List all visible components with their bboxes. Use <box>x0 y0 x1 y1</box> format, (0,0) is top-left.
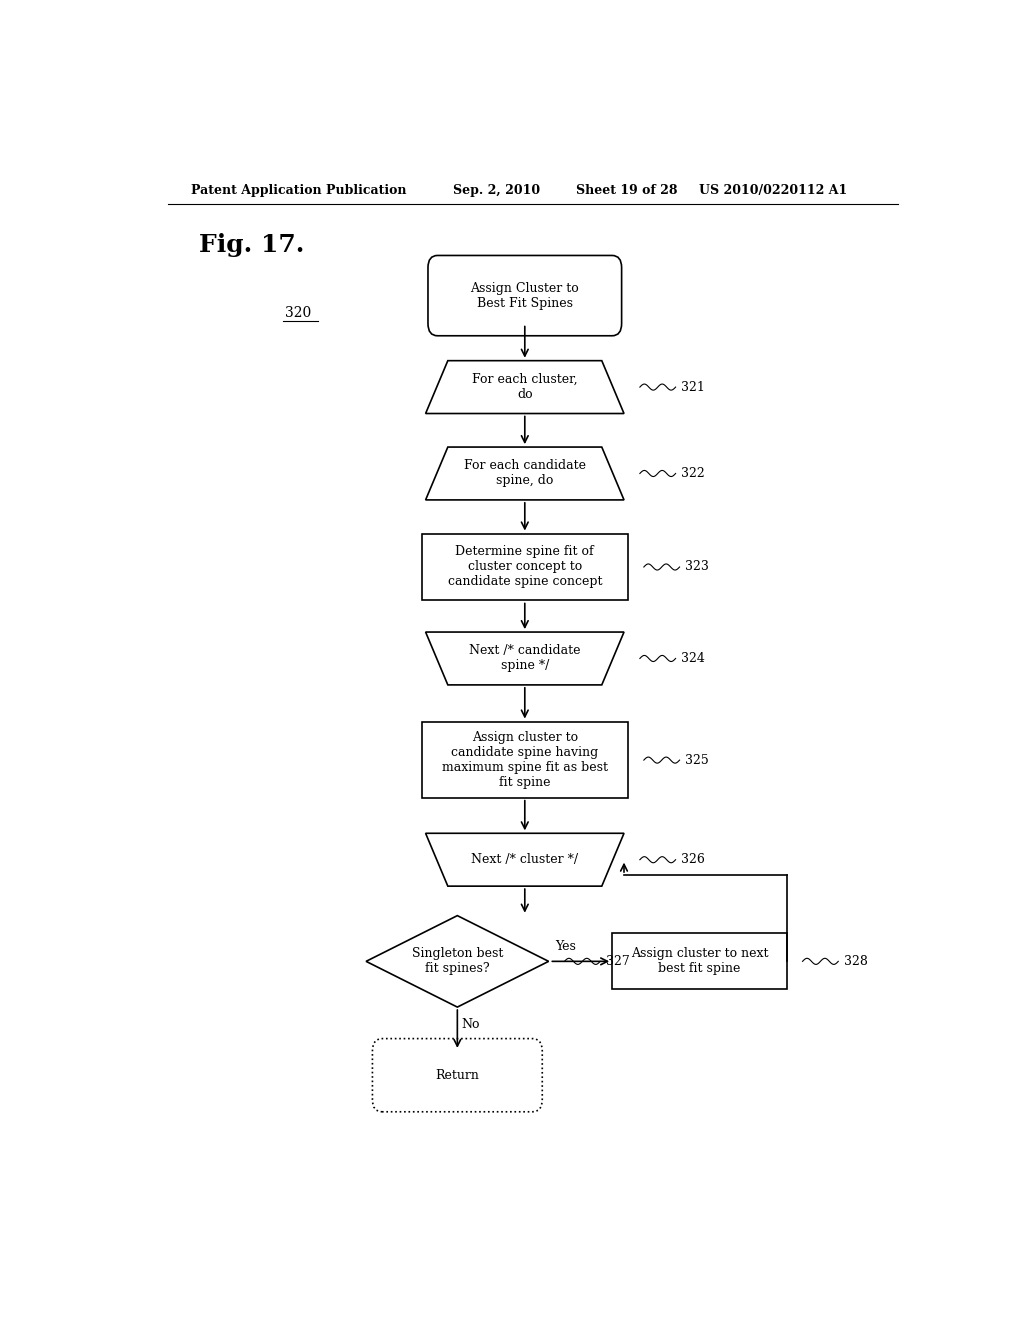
Polygon shape <box>426 632 624 685</box>
Bar <box>422 722 628 799</box>
Text: Assign cluster to
candidate spine having
maximum spine fit as best
fit spine: Assign cluster to candidate spine having… <box>441 731 608 789</box>
Text: 325: 325 <box>685 754 709 767</box>
Bar <box>422 535 628 601</box>
Text: Assign cluster to next
best fit spine: Assign cluster to next best fit spine <box>631 948 768 975</box>
Text: Next /* cluster */: Next /* cluster */ <box>471 853 579 866</box>
Text: Yes: Yes <box>555 940 575 953</box>
Polygon shape <box>426 447 624 500</box>
Text: 326: 326 <box>681 853 705 866</box>
Text: Sheet 19 of 28: Sheet 19 of 28 <box>577 185 678 198</box>
Polygon shape <box>426 833 624 886</box>
Text: 327: 327 <box>606 954 630 968</box>
Text: Return: Return <box>435 1069 479 1081</box>
Text: Sep. 2, 2010: Sep. 2, 2010 <box>454 185 541 198</box>
Text: US 2010/0220112 A1: US 2010/0220112 A1 <box>699 185 848 198</box>
Text: 322: 322 <box>681 467 705 480</box>
Text: For each candidate
spine, do: For each candidate spine, do <box>464 459 586 487</box>
Polygon shape <box>367 916 549 1007</box>
Text: 320: 320 <box>286 306 311 319</box>
Text: 328: 328 <box>844 954 867 968</box>
FancyBboxPatch shape <box>373 1039 543 1111</box>
Polygon shape <box>426 360 624 413</box>
Text: 323: 323 <box>685 561 709 573</box>
Text: Next /* candidate
spine */: Next /* candidate spine */ <box>469 644 581 672</box>
FancyBboxPatch shape <box>428 256 622 335</box>
Text: 324: 324 <box>681 652 705 665</box>
Text: Fig. 17.: Fig. 17. <box>200 232 305 257</box>
Text: Singleton best
fit spines?: Singleton best fit spines? <box>412 948 503 975</box>
Text: No: No <box>461 1018 480 1031</box>
Text: 321: 321 <box>681 380 705 393</box>
Text: Patent Application Publication: Patent Application Publication <box>191 185 407 198</box>
Bar <box>612 933 786 989</box>
Text: Assign Cluster to
Best Fit Spines: Assign Cluster to Best Fit Spines <box>470 281 580 310</box>
Text: Determine spine fit of
cluster concept to
candidate spine concept: Determine spine fit of cluster concept t… <box>447 545 602 589</box>
Text: For each cluster,
do: For each cluster, do <box>472 374 578 401</box>
